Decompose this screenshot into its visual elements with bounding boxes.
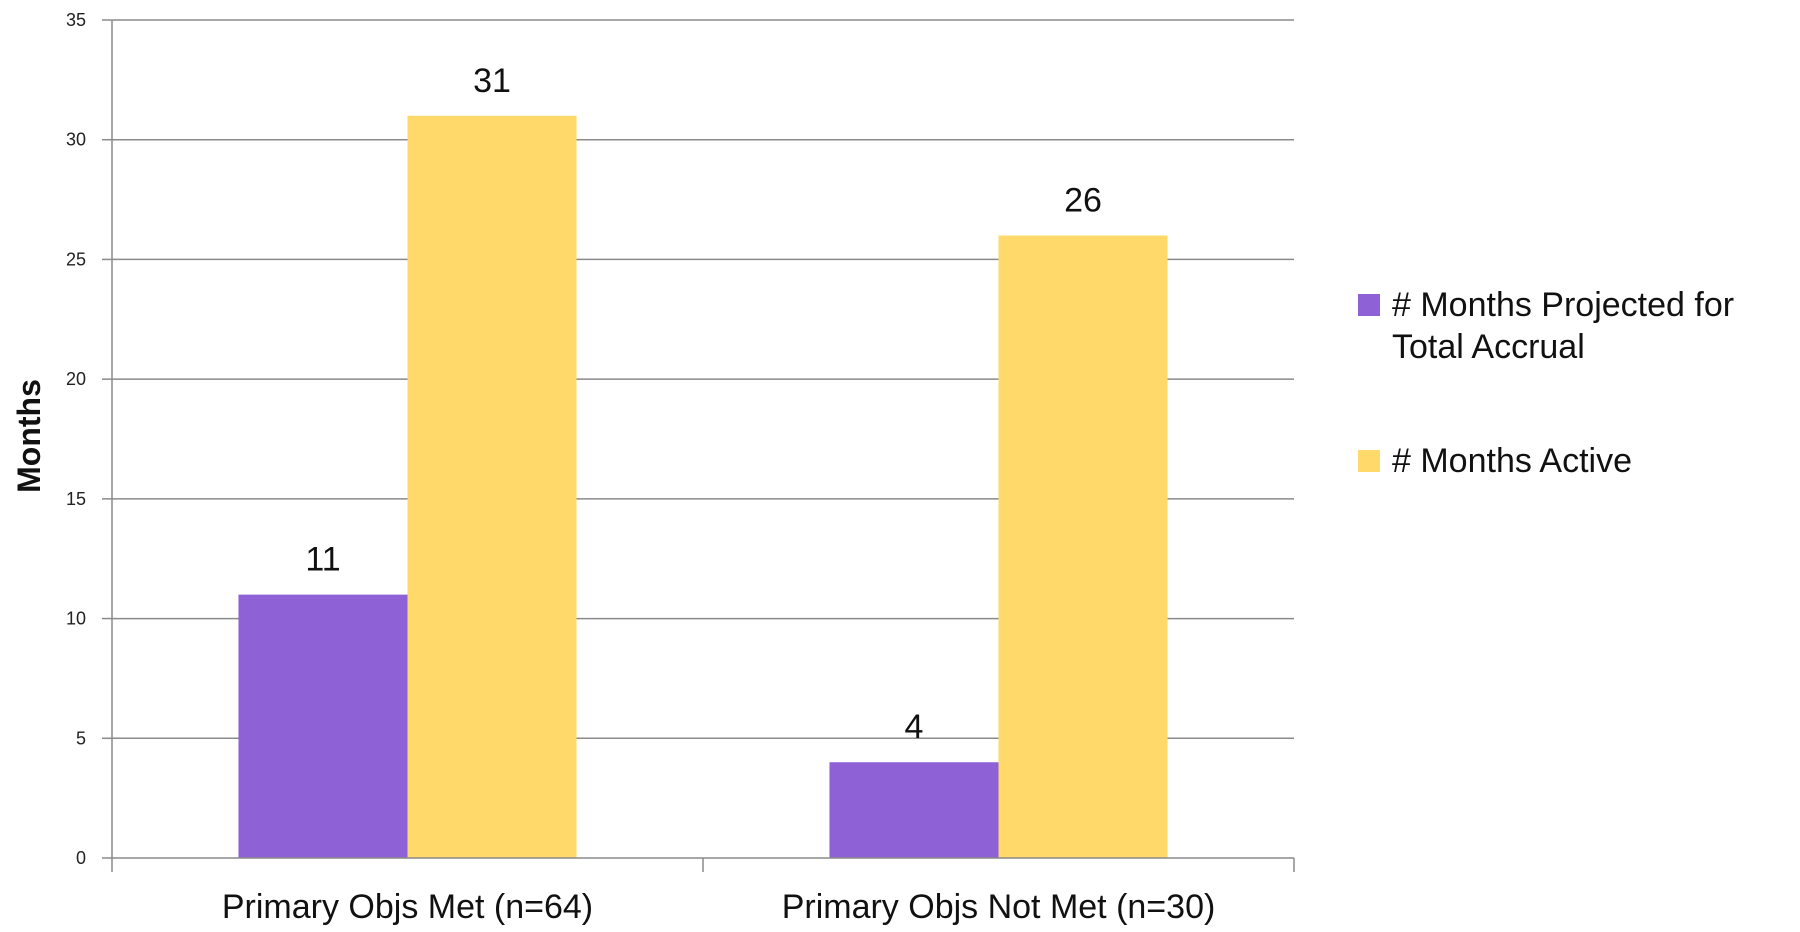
- legend-label: # Months Active: [1392, 442, 1632, 480]
- data-label: 4: [905, 708, 924, 746]
- y-tick-label: 25: [66, 249, 86, 269]
- bar: [238, 594, 408, 858]
- data-label: 31: [473, 62, 511, 100]
- x-tick-label: Primary Objs Met (n=64): [222, 888, 593, 926]
- y-tick-label: 20: [66, 369, 86, 389]
- data-labels-group: 11 31 4 26: [305, 62, 1102, 746]
- legend: # Months Projected for Total Accrual # Mon…: [1358, 286, 1734, 480]
- data-label: 26: [1064, 181, 1102, 219]
- legend-swatch: [1358, 294, 1380, 316]
- y-tick-label: 30: [66, 130, 86, 150]
- data-label: 11: [305, 541, 340, 579]
- bar: [998, 235, 1168, 858]
- y-tick-label: 15: [66, 489, 86, 509]
- y-tick-label: 10: [66, 609, 86, 629]
- x-tick-label: Primary Objs Not Met (n=30): [782, 888, 1216, 926]
- legend-label: # Months Projected for Total Accrual: [1392, 286, 1734, 366]
- y-tick-label: 0: [76, 848, 86, 868]
- bar: [407, 115, 577, 859]
- bar: [829, 762, 999, 858]
- legend-swatch: [1358, 450, 1380, 472]
- y-tick-label: 5: [76, 728, 86, 748]
- y-tick-label: 35: [66, 10, 86, 30]
- bars-group: [238, 115, 1168, 859]
- axes-group: 0 5 10 15 20 25 30 35 Primary Objs Met (n=64) Pri…: [66, 10, 1295, 926]
- y-axis-title: Months: [11, 379, 47, 493]
